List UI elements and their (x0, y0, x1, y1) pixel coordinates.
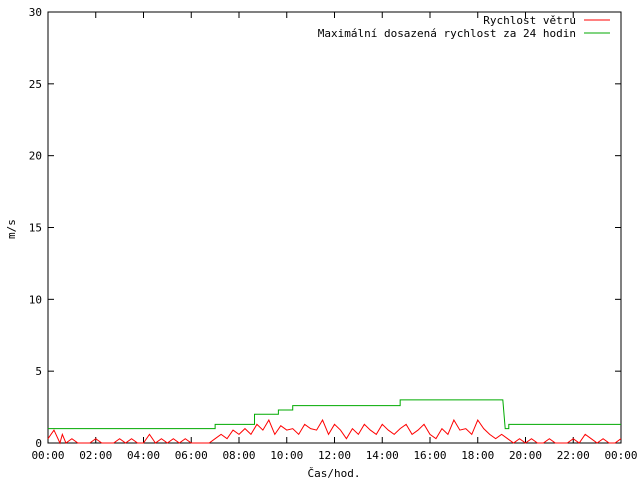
x-axis-label: Čas/hod. (308, 467, 361, 480)
y-tick-label: 0 (35, 437, 42, 450)
x-tick-label: 16:00 (413, 449, 446, 462)
legend-label-2: Maximální dosazená rychlost za 24 hodin (318, 27, 576, 40)
y-axis-label: m/s (5, 219, 18, 239)
x-tick-label: 14:00 (366, 449, 399, 462)
x-tick-label: 04:00 (127, 449, 160, 462)
series-line-2 (48, 399, 621, 430)
y-tick-label: 10 (29, 293, 42, 306)
x-tick-label: 10:00 (270, 449, 303, 462)
series-lines (47, 399, 622, 445)
x-tick-label: 06:00 (175, 449, 208, 462)
axis-ticks: 0 5 10 15 20 25 30 00:00 02:00 04:00 06:00 08:00 10:… (29, 6, 638, 462)
legend-label-1: Rychlost větru (483, 14, 576, 27)
y-tick-label: 5 (35, 365, 42, 378)
series-line-1 (47, 418, 622, 445)
x-tick-label: 20:00 (509, 449, 542, 462)
x-tick-label: 00:00 (604, 449, 637, 462)
x-tick-label: 12:00 (318, 449, 351, 462)
y-tick-label: 30 (29, 6, 42, 19)
y-tick-label: 25 (29, 78, 42, 91)
y-tick-label: 15 (29, 222, 42, 235)
x-tick-label: 02:00 (79, 449, 112, 462)
x-tick-label: 18:00 (461, 449, 494, 462)
plot-frame (47, 11, 622, 444)
x-tick-label: 08:00 (222, 449, 255, 462)
x-tick-label: 00:00 (31, 449, 64, 462)
y-tick-label: 20 (29, 150, 42, 163)
x-tick-label: 22:00 (557, 449, 590, 462)
